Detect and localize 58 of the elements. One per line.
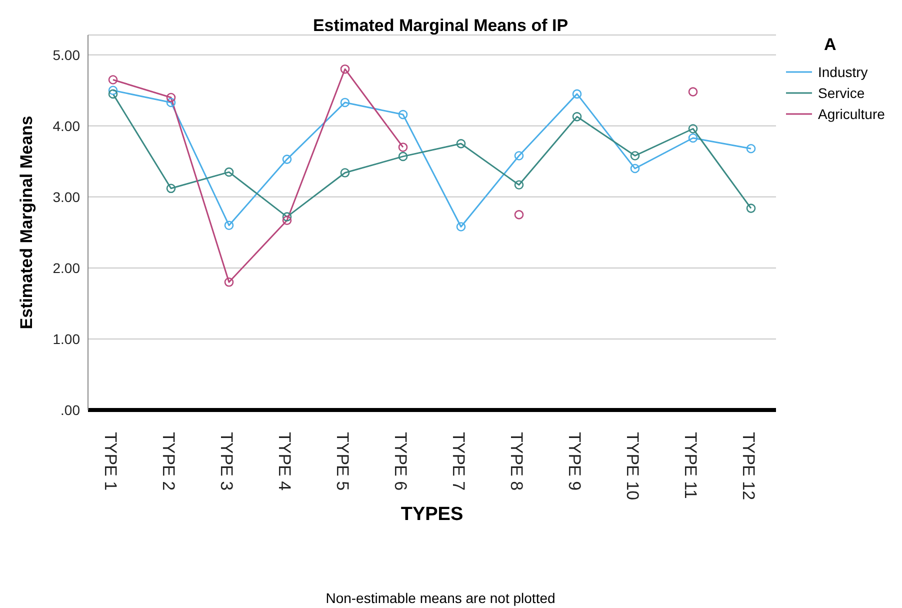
point — [630, 151, 640, 160]
x-tick-label: TYPE 7 — [449, 432, 468, 491]
point — [514, 180, 524, 190]
point — [108, 89, 118, 99]
point — [572, 112, 582, 122]
chart-title: Estimated Marginal Means of IP — [312, 16, 570, 36]
x-tick-label: TYPE 4 — [275, 432, 294, 491]
point — [108, 86, 118, 96]
y-tick-label: 4.00 — [52, 118, 80, 134]
point — [224, 167, 234, 177]
y-tick-label: .00 — [60, 402, 80, 418]
point — [282, 154, 292, 164]
point — [456, 139, 466, 148]
point — [282, 216, 292, 226]
point — [746, 204, 756, 213]
x-tick-label: TYPE 10 — [623, 432, 642, 500]
x-tick-label: TYPE 2 — [159, 432, 178, 491]
point — [224, 278, 234, 287]
point — [630, 164, 640, 174]
y-axis-title: Estimated Marginal Means — [17, 116, 36, 330]
x-tick-label: TYPE 9 — [565, 432, 584, 491]
legend-label: Agriculture — [818, 106, 885, 122]
y-tick-label: 2.00 — [52, 260, 80, 276]
point — [514, 151, 524, 160]
point — [108, 75, 118, 84]
point — [282, 212, 292, 222]
y-tick-label: 1.00 — [52, 330, 80, 347]
point — [398, 142, 408, 152]
point — [340, 64, 350, 74]
y-tick-label: 3.00 — [52, 188, 80, 205]
point — [224, 220, 234, 230]
x-axis-title: TYPES — [400, 504, 464, 525]
legend-label: Service — [818, 84, 865, 100]
point — [398, 110, 408, 120]
point — [456, 222, 466, 232]
point — [746, 144, 756, 154]
x-tick-label: TYPE 1 — [101, 432, 120, 491]
point — [166, 184, 176, 194]
text: Non-estimable means are not plotted — [324, 590, 556, 606]
point — [572, 89, 582, 99]
point — [166, 92, 176, 102]
point — [340, 168, 350, 178]
point — [166, 98, 176, 108]
x-tick-label: TYPE 5 — [333, 432, 352, 491]
legend-label: Industry — [818, 64, 868, 80]
point — [688, 133, 698, 143]
y-tick-label: 5.00 — [52, 46, 80, 63]
point — [398, 152, 408, 162]
point — [340, 98, 350, 108]
point — [688, 87, 698, 96]
x-tick-label: TYPE 12 — [739, 432, 758, 500]
point — [688, 124, 698, 134]
legend-title: A — [824, 35, 838, 55]
x-tick-label: TYPE 11 — [681, 432, 700, 499]
x-tick-label: TYPE 3 — [217, 432, 236, 491]
x-tick-label: TYPE 8 — [507, 432, 526, 491]
x-tick-label: TYPE 6 — [391, 432, 410, 491]
point — [514, 210, 524, 220]
